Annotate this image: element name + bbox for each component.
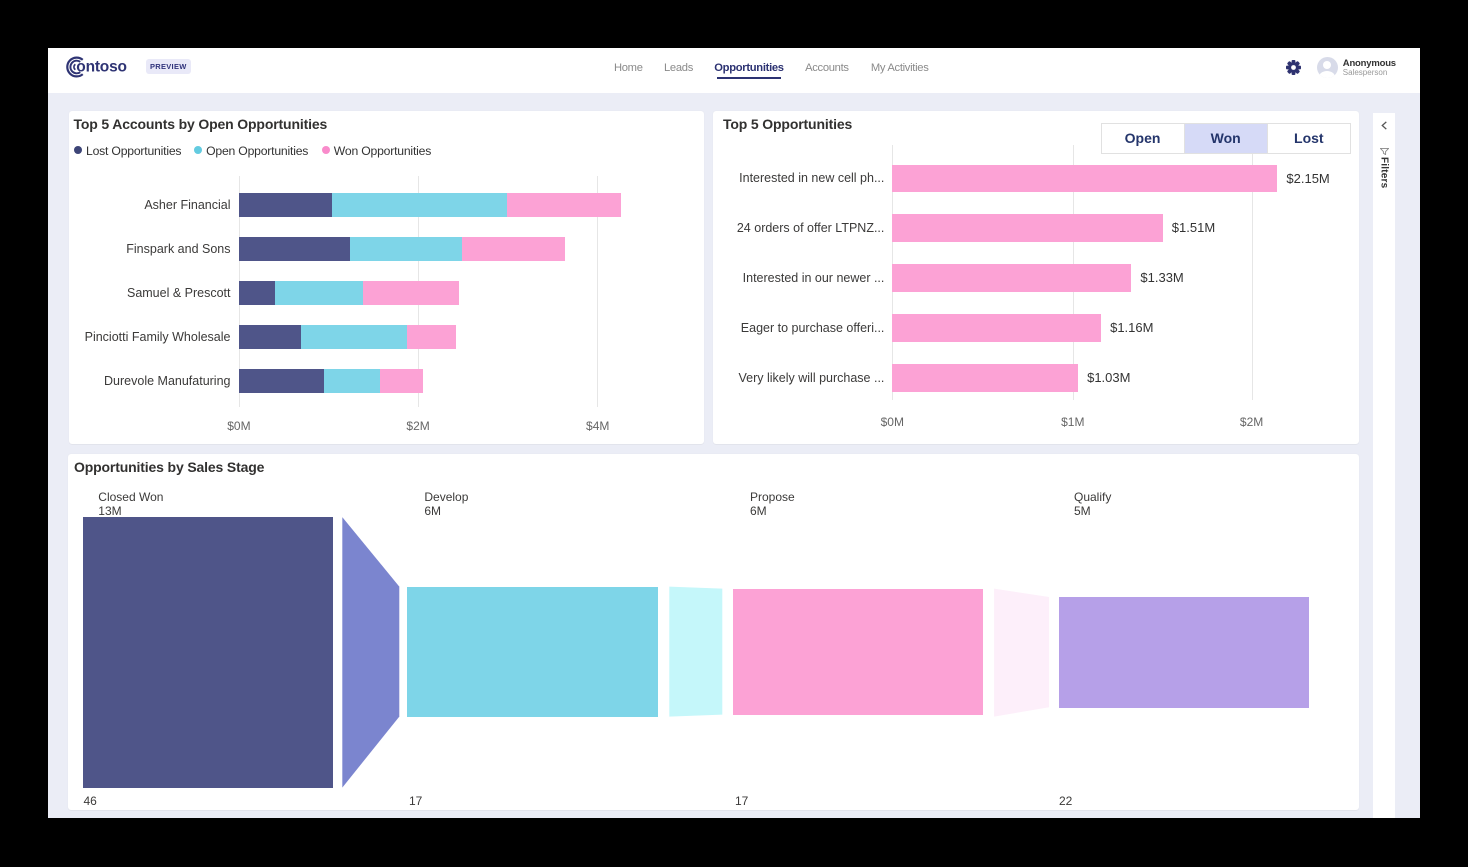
- svg-text:ontoso: ontoso: [76, 59, 126, 76]
